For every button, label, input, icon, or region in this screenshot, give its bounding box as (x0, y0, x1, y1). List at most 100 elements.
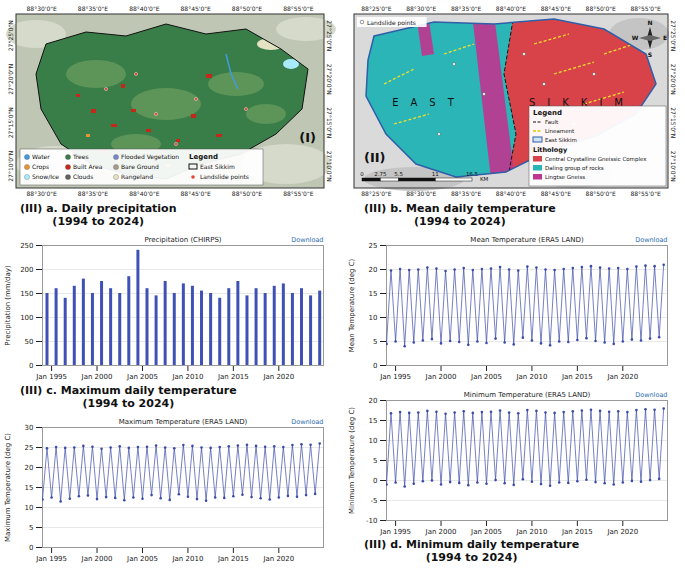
svg-text:-10: -10 (366, 517, 377, 525)
svg-text:Jan 2015: Jan 2015 (561, 373, 593, 381)
svg-text:88°25'0"E: 88°25'0"E (361, 5, 391, 12)
svg-text:88°45'0"E: 88°45'0"E (541, 190, 571, 197)
svg-text:88°35'0"E: 88°35'0"E (78, 5, 108, 12)
svg-text:88°55'0"E: 88°55'0"E (630, 5, 660, 12)
svg-text:15: 15 (369, 417, 378, 425)
svg-text:27°10'0"N: 27°10'0"N (7, 151, 14, 182)
svg-text:27°25'0"N: 27°25'0"N (7, 20, 14, 51)
svg-text:5.5: 5.5 (394, 171, 403, 177)
svg-text:Lineament: Lineament (545, 128, 575, 134)
svg-text:Jan 1995: Jan 1995 (35, 373, 67, 381)
svg-text:Jan 2020: Jan 2020 (606, 528, 638, 536)
svg-text:88°55'0"E: 88°55'0"E (630, 190, 660, 197)
svg-text:Jan 2010: Jan 2010 (172, 555, 204, 563)
svg-text:Water: Water (32, 153, 50, 160)
svg-text:Jan 2020: Jan 2020 (262, 373, 294, 381)
svg-text:50: 50 (25, 338, 34, 346)
svg-text:Jan 2000: Jan 2000 (425, 528, 457, 536)
svg-text:250: 250 (20, 242, 33, 250)
svg-text:88°30'0"E: 88°30'0"E (27, 190, 57, 197)
svg-text:25: 25 (25, 444, 34, 452)
svg-text:2.75: 2.75 (374, 171, 387, 177)
svg-text:88°55'0"E: 88°55'0"E (283, 190, 313, 197)
svg-text:88°25'0"E: 88°25'0"E (361, 190, 391, 197)
svg-text:27°15'0"N: 27°15'0"N (7, 107, 14, 138)
svg-text:16.5: 16.5 (466, 171, 479, 177)
svg-text:20: 20 (369, 397, 378, 405)
svg-text:20: 20 (369, 266, 378, 274)
svg-text:Mean Temperature (deg C): Mean Temperature (deg C) (348, 258, 356, 352)
svg-text:-5: -5 (371, 497, 378, 505)
svg-text:88°40'0"E: 88°40'0"E (496, 190, 526, 197)
svg-text:88°40'0"E: 88°40'0"E (129, 5, 159, 12)
svg-text:Jan 2005: Jan 2005 (126, 373, 158, 381)
svg-text:Snow/Ice: Snow/Ice (32, 173, 59, 180)
svg-text:88°40'0"E: 88°40'0"E (496, 5, 526, 12)
svg-text:Jan 2000: Jan 2000 (425, 373, 457, 381)
svg-text:88°50'0"E: 88°50'0"E (586, 5, 616, 12)
svg-text:15: 15 (25, 484, 34, 492)
svg-text:Built Area: Built Area (73, 163, 103, 170)
svg-text:27°25'0"N: 27°25'0"N (326, 20, 333, 51)
svg-text:27°20'0"N: 27°20'0"N (326, 64, 333, 95)
svg-text:EAST: EAST (392, 97, 466, 108)
svg-text:W: W (632, 34, 639, 41)
svg-text:88°35'0"E: 88°35'0"E (78, 190, 108, 197)
svg-text:Jan 2005: Jan 2005 (470, 528, 502, 536)
svg-text:100: 100 (20, 314, 33, 322)
svg-text:Landslide points: Landslide points (367, 19, 416, 27)
svg-text:11: 11 (432, 171, 439, 177)
svg-text:Precipitation (CHIRPS): Precipitation (CHIRPS) (144, 236, 221, 244)
svg-text:88°35'0"E: 88°35'0"E (451, 5, 481, 12)
svg-text:East Sikkim: East Sikkim (200, 163, 235, 170)
svg-text:27°25'0"N: 27°25'0"N (670, 20, 677, 51)
svg-text:Clouds: Clouds (73, 173, 93, 180)
svg-text:0: 0 (373, 477, 377, 485)
svg-text:0: 0 (360, 171, 364, 177)
svg-text:25: 25 (369, 242, 378, 250)
svg-text:Download: Download (635, 236, 667, 244)
svg-text:88°30'0"E: 88°30'0"E (27, 5, 57, 12)
svg-text:5: 5 (373, 457, 377, 465)
svg-text:Jan 2000: Jan 2000 (81, 373, 113, 381)
svg-text:0: 0 (29, 362, 33, 370)
svg-text:10: 10 (369, 314, 378, 322)
svg-text:27°15'0"N: 27°15'0"N (326, 107, 333, 138)
svg-text:Landslide points: Landslide points (200, 173, 249, 181)
svg-text:Download: Download (291, 236, 323, 244)
svg-text:Jan 2010: Jan 2010 (516, 528, 548, 536)
svg-text:150: 150 (20, 290, 33, 298)
svg-text:Flooded Vegetation: Flooded Vegetation (121, 153, 179, 161)
svg-text:Lingtse Gneiss: Lingtse Gneiss (545, 174, 585, 181)
svg-text:(I): (I) (299, 130, 316, 145)
svg-text:Jan 2020: Jan 2020 (262, 555, 294, 563)
svg-text:88°50'0"E: 88°50'0"E (586, 190, 616, 197)
svg-text:Precipitation (mm/day): Precipitation (mm/day) (4, 265, 12, 346)
svg-text:15: 15 (369, 290, 378, 298)
svg-text:0: 0 (29, 544, 33, 552)
svg-text:Lithology: Lithology (533, 146, 568, 154)
svg-text:Crops: Crops (32, 163, 49, 171)
svg-text:Trees: Trees (72, 153, 89, 160)
svg-text:27°10'0"N: 27°10'0"N (326, 151, 333, 182)
svg-text:27°15'0"N: 27°15'0"N (670, 107, 677, 138)
svg-text:Minimum Temperature (ERA5 LAND: Minimum Temperature (ERA5 LAND) (464, 391, 591, 399)
svg-text:Jan 2015: Jan 2015 (217, 373, 249, 381)
svg-text:Legend: Legend (189, 153, 218, 161)
svg-text:Central Crystalline Gneissic C: Central Crystalline Gneissic Complex (545, 156, 647, 163)
svg-text:0: 0 (373, 362, 377, 370)
svg-text:Jan 2000: Jan 2000 (81, 555, 113, 563)
svg-text:10: 10 (25, 504, 34, 512)
svg-text:200: 200 (20, 266, 33, 274)
svg-text:Maximum Temperature (deg C): Maximum Temperature (deg C) (4, 433, 12, 542)
svg-text:Rangeland: Rangeland (121, 173, 153, 181)
svg-text:27°20'0"N: 27°20'0"N (7, 64, 14, 95)
svg-text:N: N (647, 19, 652, 26)
svg-text:(II): (II) (364, 150, 386, 165)
svg-text:KM: KM (480, 176, 489, 182)
svg-text:Daling group of rocks: Daling group of rocks (545, 165, 604, 172)
svg-text:88°40'0"E: 88°40'0"E (129, 190, 159, 197)
svg-text:Jan 2015: Jan 2015 (217, 555, 249, 563)
svg-text:Legend: Legend (533, 109, 562, 117)
svg-text:Jan 1995: Jan 1995 (379, 373, 411, 381)
